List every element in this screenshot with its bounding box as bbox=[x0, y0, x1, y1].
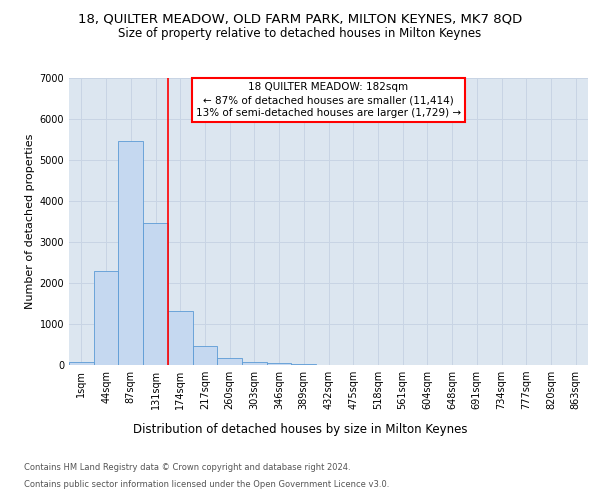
Text: Distribution of detached houses by size in Milton Keynes: Distribution of detached houses by size … bbox=[133, 422, 467, 436]
Bar bbox=[69, 362, 94, 365]
Bar bbox=[168, 311, 193, 365]
Bar bbox=[292, 364, 316, 365]
Text: Contains HM Land Registry data © Crown copyright and database right 2024.: Contains HM Land Registry data © Crown c… bbox=[24, 462, 350, 471]
Bar bbox=[242, 362, 267, 365]
Bar bbox=[217, 358, 242, 365]
Bar bbox=[267, 363, 292, 365]
Text: Size of property relative to detached houses in Milton Keynes: Size of property relative to detached ho… bbox=[118, 28, 482, 40]
Bar bbox=[94, 270, 118, 365]
Text: Contains public sector information licensed under the Open Government Licence v3: Contains public sector information licen… bbox=[24, 480, 389, 489]
Y-axis label: Number of detached properties: Number of detached properties bbox=[25, 134, 35, 309]
Bar bbox=[118, 141, 143, 365]
Bar bbox=[143, 224, 168, 365]
Text: 18, QUILTER MEADOW, OLD FARM PARK, MILTON KEYNES, MK7 8QD: 18, QUILTER MEADOW, OLD FARM PARK, MILTO… bbox=[78, 12, 522, 26]
Bar bbox=[193, 346, 217, 365]
Text: 18 QUILTER MEADOW: 182sqm
← 87% of detached houses are smaller (11,414)
13% of s: 18 QUILTER MEADOW: 182sqm ← 87% of detac… bbox=[196, 82, 461, 118]
